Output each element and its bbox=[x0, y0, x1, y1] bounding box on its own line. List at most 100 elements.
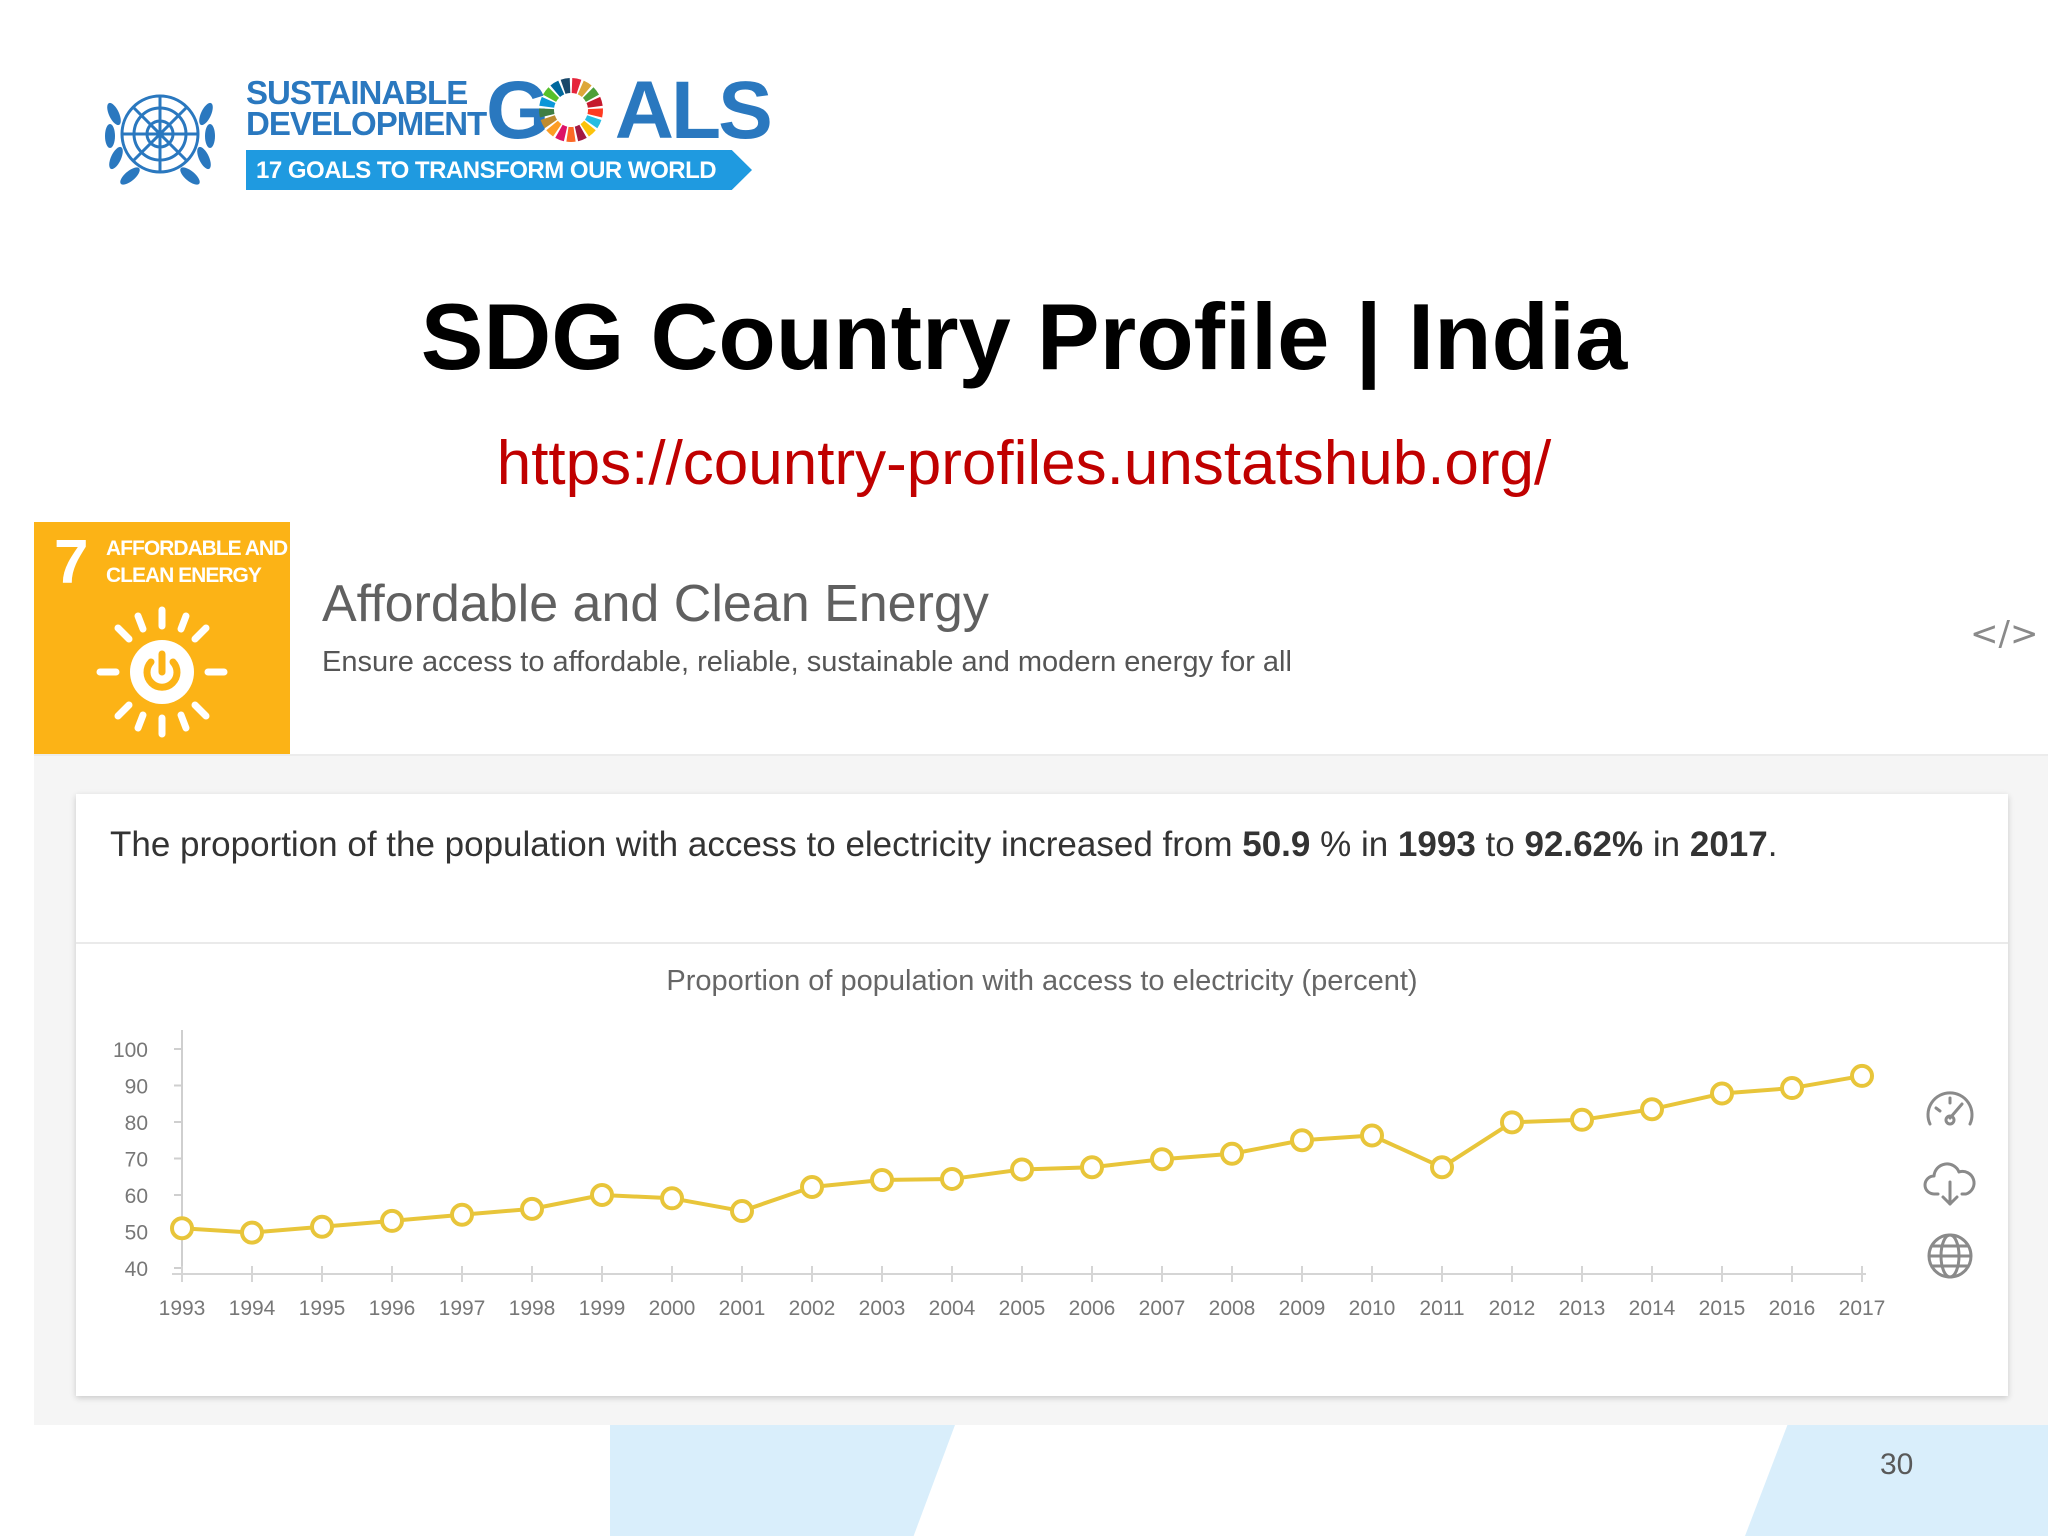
data-point[interactable] bbox=[1850, 1063, 1874, 1088]
data-point[interactable] bbox=[1640, 1097, 1664, 1122]
goal-7-tile: 7 AFFORDABLE AND CLEAN ENERGY bbox=[34, 522, 290, 754]
data-point[interactable] bbox=[660, 1186, 684, 1211]
data-point[interactable] bbox=[800, 1174, 824, 1199]
globe-icon[interactable] bbox=[1922, 1228, 1978, 1284]
y-tick-label: 70 bbox=[125, 1149, 148, 1172]
chart-tools bbox=[1922, 1084, 1982, 1304]
y-tick-label: 50 bbox=[125, 1222, 148, 1245]
logo-line-sustainable: SUSTAINABLE bbox=[246, 74, 468, 111]
indicator-card: The proportion of the population with ac… bbox=[76, 794, 2008, 1396]
x-tick-label: 1993 bbox=[159, 1297, 206, 1320]
wheel-segment bbox=[580, 120, 596, 137]
x-tick-label: 2017 bbox=[1839, 1297, 1886, 1320]
x-tick-label: 2016 bbox=[1769, 1297, 1816, 1320]
x-tick-label: 2009 bbox=[1279, 1297, 1326, 1320]
goal-tile-title: CLEAN ENERGY bbox=[106, 564, 262, 587]
wheel-segment bbox=[582, 87, 600, 102]
card-divider bbox=[76, 942, 2008, 944]
x-tick-label: 2015 bbox=[1699, 1297, 1746, 1320]
x-tick-label: 2014 bbox=[1629, 1297, 1676, 1320]
data-point[interactable] bbox=[1080, 1155, 1104, 1180]
goal-subtitle: Ensure access to affordable, reliable, s… bbox=[322, 646, 1292, 678]
data-point[interactable] bbox=[310, 1214, 334, 1239]
goal-header: 7 AFFORDABLE AND CLEAN ENERGY bbox=[34, 522, 2048, 756]
embed-code-icon[interactable]: </> bbox=[1970, 614, 2039, 654]
data-point[interactable] bbox=[1570, 1107, 1594, 1132]
wheel-segment bbox=[539, 96, 556, 108]
data-point[interactable] bbox=[1290, 1128, 1314, 1153]
un-emblem-icon bbox=[105, 94, 215, 185]
wheel-segment bbox=[587, 108, 603, 118]
x-tick-label: 1995 bbox=[299, 1297, 346, 1320]
wheel-segment bbox=[584, 115, 602, 129]
data-point[interactable] bbox=[240, 1220, 264, 1245]
data-point[interactable] bbox=[940, 1166, 964, 1191]
electricity-access-line-chart: Proportion of population with access to … bbox=[113, 965, 1886, 1320]
wheel-segment bbox=[539, 108, 555, 118]
y-tick-label: 40 bbox=[125, 1258, 148, 1281]
wheel-segment bbox=[540, 115, 558, 129]
goal-name: Affordable and Clean Energy bbox=[322, 575, 989, 633]
data-point[interactable] bbox=[1710, 1081, 1734, 1106]
y-tick-label: 60 bbox=[125, 1185, 148, 1208]
chart-title: Proportion of population with access to … bbox=[666, 965, 1417, 997]
x-tick-label: 2002 bbox=[789, 1297, 836, 1320]
x-tick-label: 2008 bbox=[1209, 1297, 1256, 1320]
x-tick-label: 1998 bbox=[509, 1297, 556, 1320]
y-tick-label: 100 bbox=[113, 1039, 148, 1062]
logo-banner: 17 GOALS TO TRANSFORM OUR WORLD bbox=[246, 150, 752, 190]
cloud-download-icon[interactable] bbox=[1922, 1156, 1978, 1212]
wheel-segment bbox=[571, 78, 582, 94]
data-point[interactable] bbox=[870, 1168, 894, 1193]
background-shape bbox=[1745, 1425, 2048, 1536]
sdg-color-wheel-icon bbox=[539, 78, 603, 142]
x-tick-label: 2001 bbox=[719, 1297, 766, 1320]
x-tick-label: 1999 bbox=[579, 1297, 626, 1320]
x-tick-label: 2006 bbox=[1069, 1297, 1116, 1320]
embedded-profile-screenshot: 7 AFFORDABLE AND CLEAN ENERGY bbox=[34, 522, 2048, 1425]
data-point[interactable] bbox=[1360, 1123, 1384, 1148]
y-tick-label: 90 bbox=[125, 1076, 148, 1099]
data-point[interactable] bbox=[730, 1199, 754, 1224]
sdg-logo: SUSTAINABLE DEVELOPMENT G ALS 17 GOALS TO… bbox=[100, 70, 773, 194]
gauge-icon[interactable] bbox=[1922, 1084, 1978, 1140]
page-number: 30 bbox=[1880, 1448, 1914, 1481]
data-point[interactable] bbox=[380, 1208, 404, 1233]
x-tick-label: 2005 bbox=[999, 1297, 1046, 1320]
x-tick-label: 1997 bbox=[439, 1297, 486, 1320]
x-tick-label: 2011 bbox=[1419, 1297, 1464, 1320]
profile-url-link[interactable]: https://country-profiles.unstatshub.org/ bbox=[496, 429, 1552, 498]
x-tick-label: 2012 bbox=[1489, 1297, 1536, 1320]
x-tick-label: 1994 bbox=[229, 1297, 276, 1320]
goal-number: 7 bbox=[54, 528, 89, 597]
data-point[interactable] bbox=[450, 1202, 474, 1227]
data-point[interactable] bbox=[1430, 1155, 1454, 1180]
wheel-segment bbox=[566, 126, 576, 142]
data-point[interactable] bbox=[1780, 1076, 1804, 1101]
wheel-segment bbox=[555, 124, 568, 142]
data-point[interactable] bbox=[590, 1183, 614, 1207]
wheel-segment bbox=[577, 80, 592, 97]
data-point[interactable] bbox=[1500, 1110, 1524, 1135]
y-tick-label: 80 bbox=[125, 1112, 148, 1135]
x-tick-label: 1996 bbox=[369, 1297, 416, 1320]
x-tick-label: 2003 bbox=[859, 1297, 906, 1320]
sun-power-icon bbox=[96, 606, 228, 738]
wheel-segment bbox=[550, 80, 565, 97]
wheel-segment bbox=[546, 120, 562, 137]
logo-line-development: DEVELOPMENT bbox=[246, 105, 487, 142]
data-point[interactable] bbox=[170, 1216, 194, 1241]
x-tick-label: 2004 bbox=[929, 1297, 976, 1320]
wheel-segment bbox=[542, 87, 560, 102]
slide-title: SDG Country Profile | India bbox=[420, 284, 1628, 389]
wheel-segment bbox=[586, 96, 603, 108]
data-point[interactable] bbox=[1010, 1157, 1034, 1182]
data-point[interactable] bbox=[1220, 1141, 1244, 1166]
wheel-segment bbox=[560, 78, 571, 94]
data-point[interactable] bbox=[520, 1196, 544, 1221]
x-tick-label: 2007 bbox=[1139, 1297, 1186, 1320]
data-point[interactable] bbox=[1150, 1147, 1174, 1172]
background-shape bbox=[610, 1425, 955, 1536]
x-tick-label: 2000 bbox=[649, 1297, 696, 1320]
indicator-summary: The proportion of the population with ac… bbox=[110, 825, 1778, 864]
